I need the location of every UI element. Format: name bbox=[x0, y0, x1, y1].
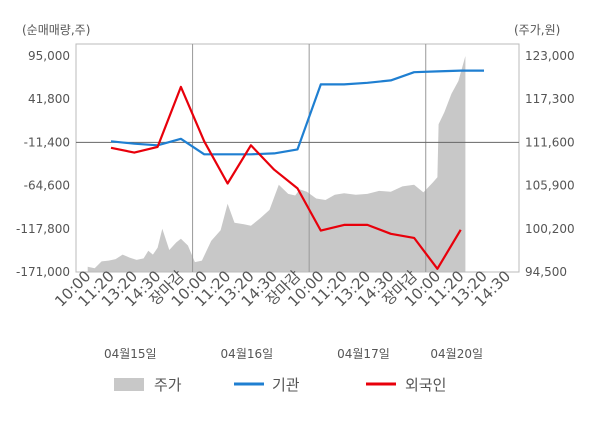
date-label: 04월20일 bbox=[430, 347, 483, 361]
right-tick-label: 100,200 bbox=[525, 222, 575, 236]
right-tick-label: 105,900 bbox=[525, 179, 575, 193]
left-tick-label: -171,000 bbox=[16, 265, 70, 279]
axes-layer: (순매매량,주) (주가,원) 95,000 41,800 -11,400 -64,6… bbox=[16, 23, 575, 361]
price-area bbox=[87, 56, 466, 272]
legend-price-label: 주가 bbox=[154, 376, 182, 394]
right-axis-unit: (주가,원) bbox=[514, 23, 560, 37]
plot-border bbox=[75, 43, 520, 273]
legend-foreign-label: 외국인 bbox=[405, 376, 446, 394]
legend-institution-label: 기관 bbox=[272, 376, 300, 394]
date-label: 04월15일 bbox=[104, 347, 157, 361]
price-area-layer bbox=[87, 56, 466, 272]
right-tick-label: 94,500 bbox=[525, 265, 567, 279]
series-lines-layer bbox=[110, 69, 484, 270]
right-tick-label: 117,300 bbox=[525, 92, 575, 106]
left-tick-label: -11,400 bbox=[24, 135, 70, 149]
series-line-foreign bbox=[110, 85, 462, 270]
legend: 주가 기관 외국인 bbox=[114, 376, 446, 394]
left-tick-label: 95,000 bbox=[28, 49, 70, 63]
plot-frame bbox=[75, 43, 520, 273]
left-axis-unit: (순매매량,주) bbox=[22, 23, 90, 37]
left-tick-label: 41,800 bbox=[28, 92, 70, 106]
left-tick-label: -64,600 bbox=[24, 179, 70, 193]
date-label: 04월16일 bbox=[221, 347, 274, 361]
series-line-institution bbox=[110, 69, 484, 156]
date-label: 04월17일 bbox=[337, 347, 390, 361]
left-tick-label: -117,800 bbox=[16, 222, 70, 236]
legend-price-swatch bbox=[114, 378, 144, 391]
right-tick-label: 111,600 bbox=[525, 135, 575, 149]
right-tick-label: 123,000 bbox=[525, 49, 575, 63]
